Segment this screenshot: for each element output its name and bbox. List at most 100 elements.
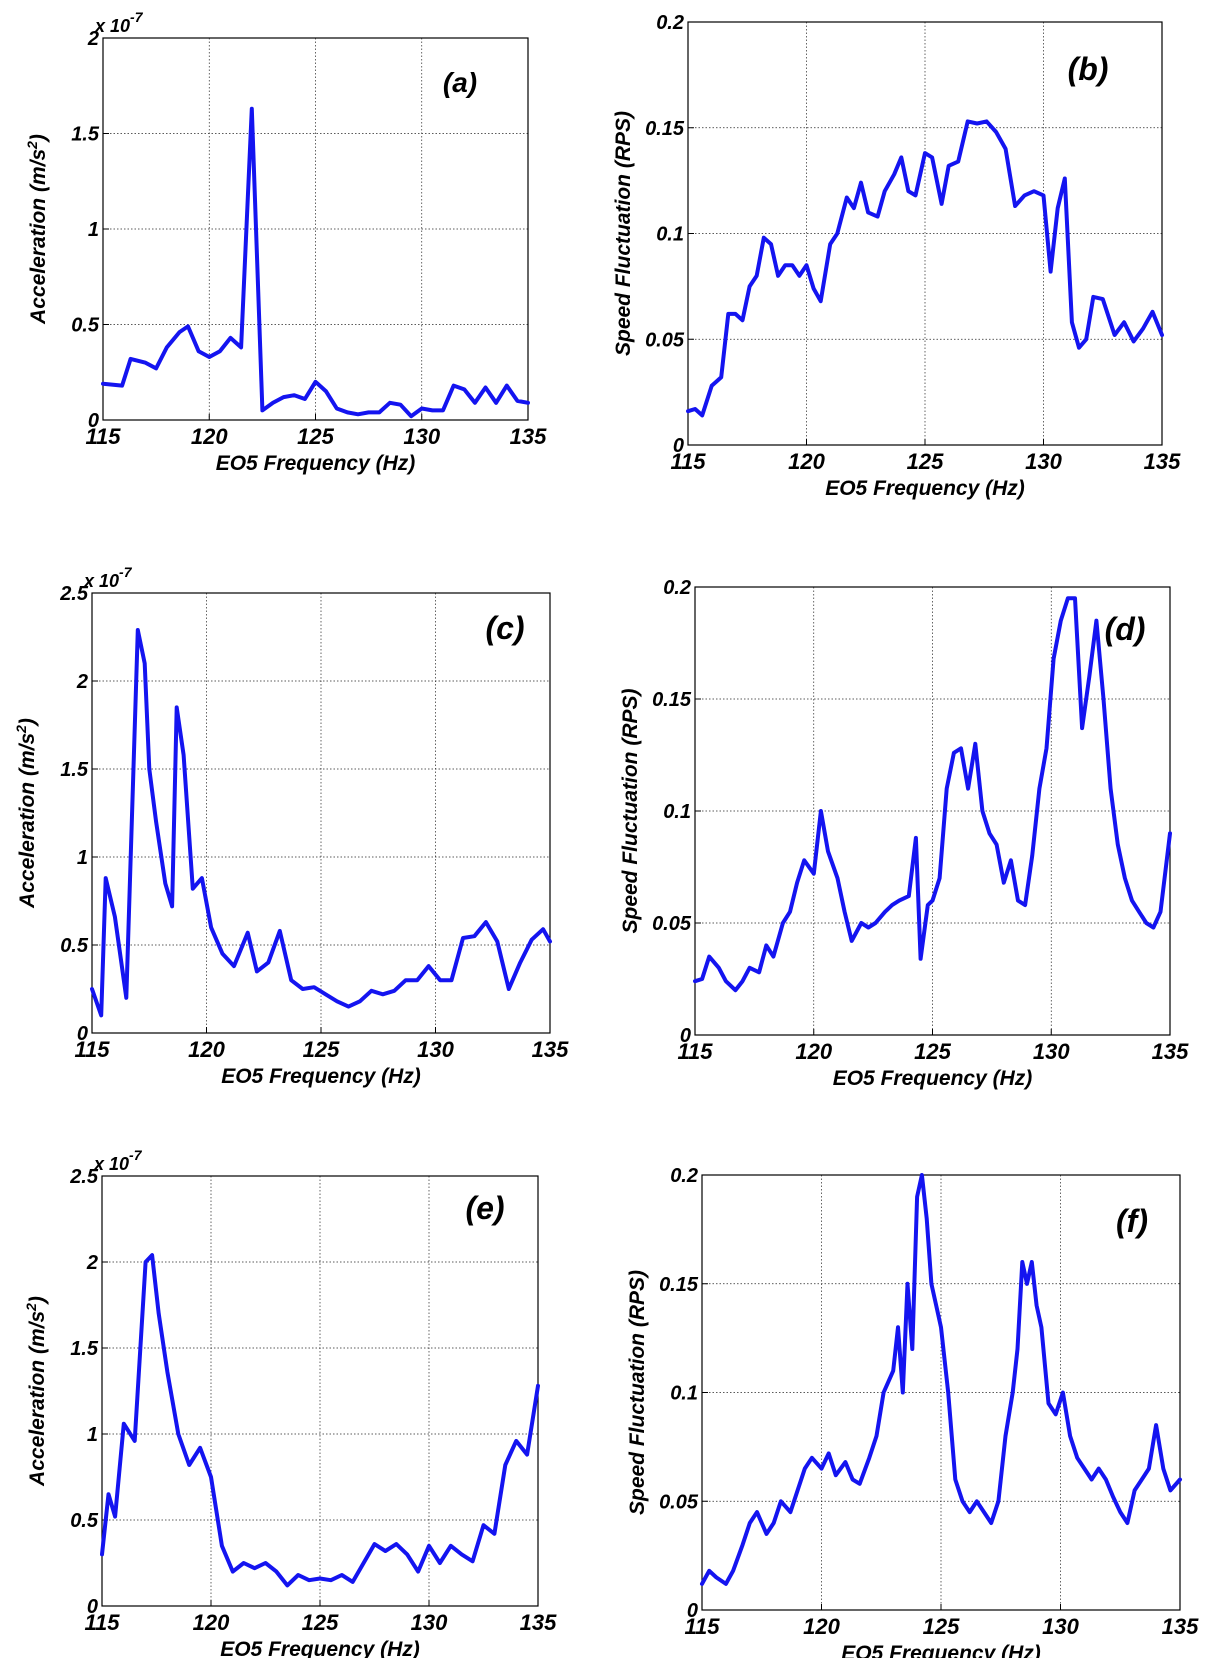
y-axis-title: Speed Fluctuation (RPS) [612,111,635,356]
y-tick-label: 2 [76,671,88,693]
x-tick-label: 115 [670,449,706,474]
plot-frame [701,1174,1181,1611]
x-tick-label: 125 [923,1614,960,1639]
y-tick-label: 0.5 [70,1510,99,1532]
y-tick-label: 0 [77,1023,88,1045]
y-axis-title: Acceleration (m/s2) [24,134,50,325]
panel-label: (f) [1116,1203,1148,1239]
y-tick-label: 0.2 [656,12,684,34]
panel-label: (e) [465,1190,504,1226]
axis-multiplier: x 10-7 [83,564,133,591]
x-axis-title: EO5 Frequency (Hz) [833,1067,1033,1090]
x-tick-label: 135 [532,1037,569,1062]
series-line-a [101,106,530,419]
x-tick-label: 135 [520,1610,557,1635]
x-tick-label: 135 [510,424,547,449]
y-tick-label: 0.2 [663,577,691,599]
y-tick-label: 1.5 [71,124,100,146]
x-axis-title: EO5 Frequency (Hz) [216,452,416,475]
x-tick-label: 120 [788,449,825,474]
x-tick-label: 115 [84,1610,120,1635]
x-tick-label: 135 [1144,449,1181,474]
y-tick-label: 0 [88,410,99,432]
chart-panel-c: 115 120 125 130 135 0 0.5 1 1.5 2 2.5 (c) EO5 Freque… [13,564,569,1088]
x-tick-label: 120 [191,424,228,449]
y-tick-label: 0.05 [652,913,692,935]
y-tick-label: 1 [77,847,88,869]
y-tick-label: 0.1 [663,801,691,823]
plot-frame [91,592,551,1034]
y-axis-title: Speed Fluctuation (RPS) [619,688,642,933]
y-tick-label: 0 [680,1025,691,1047]
y-tick-label: 2.5 [59,583,89,605]
x-tick-label: 130 [1042,1614,1079,1639]
x-axis-title: EO5 Frequency (Hz) [825,477,1025,500]
y-axis-title: Acceleration (m/s2) [23,1296,49,1487]
axis-multiplier: x 10-7 [93,1147,143,1174]
x-tick-label: 130 [411,1610,448,1635]
y-tick-label: 0.05 [645,329,685,351]
x-tick-label: 120 [188,1037,225,1062]
y-axis-title: Speed Fluctuation (RPS) [626,1270,649,1515]
y-tick-label: 2 [86,1252,98,1274]
x-tick-label: 130 [417,1037,454,1062]
series-line-e [100,1253,540,1588]
y-tick-label: 2.5 [69,1166,99,1188]
y-tick-label: 0.5 [71,315,100,337]
x-tick-label: 120 [795,1039,832,1064]
x-axis-title: EO5 Frequency (Hz) [221,1065,421,1088]
plot-frame [694,586,1171,1036]
y-tick-label: 0.15 [659,1274,699,1296]
plot-frame [687,21,1163,446]
chart-panel-b: 115 120 125 130 135 0 0.05 0.1 0.15 0.2 (b) EO5 Fre… [612,12,1181,500]
chart-panel-d: 115 120 125 130 135 0 0.05 0.1 0.15 0.2 (d) EO5 Fre… [619,577,1189,1090]
y-tick-label: 1 [88,219,99,241]
plot-frame [102,37,529,421]
y-axis-title: Acceleration (m/s2) [13,718,39,909]
y-tick-label: 0.05 [659,1491,699,1513]
y-tick-label: 0 [673,435,684,457]
x-tick-label: 115 [677,1039,713,1064]
series-line-b [686,119,1164,418]
x-tick-label: 125 [297,424,334,449]
series-line-d [693,596,1172,993]
y-tick-label: 0.2 [670,1165,698,1187]
y-tick-label: 1 [87,1424,98,1446]
y-tick-label: 0.5 [60,935,89,957]
x-axis-title: EO5 Frequency (Hz) [841,1642,1041,1658]
y-tick-label: 0.1 [656,224,684,246]
x-tick-label: 135 [1152,1039,1189,1064]
x-tick-label: 125 [302,1610,339,1635]
x-tick-label: 125 [907,449,944,474]
y-tick-label: 1.5 [70,1338,99,1360]
chart-panel-f: 115 120 125 130 135 0 0.05 0.1 0.15 0.2 (f) EO5 Fre… [626,1165,1199,1658]
x-tick-label: 125 [303,1037,340,1062]
x-tick-label: 130 [1033,1039,1070,1064]
chart-panel-e: 115 120 125 130 135 0 0.5 1 1.5 2 2.5 (e) EO5 Freque… [23,1147,557,1658]
axis-multiplier: x 10-7 [94,9,144,36]
series-line-c [90,628,552,1018]
x-tick-label: 130 [1025,449,1062,474]
x-axis-title: EO5 Frequency (Hz) [220,1638,420,1658]
y-tick-label: 0.15 [652,689,692,711]
y-tick-label: 0.15 [645,118,685,140]
chart-panel-a: 115 120 125 130 135 0 0.5 1 1.5 2 (a) EO5 Frequency… [24,9,547,475]
x-tick-label: 120 [803,1614,840,1639]
y-tick-label: 2 [87,28,99,50]
panel-label: (a) [443,67,477,98]
x-tick-label: 115 [684,1614,720,1639]
panel-label: (d) [1105,611,1146,647]
y-tick-label: 0 [87,1596,98,1618]
x-tick-label: 125 [914,1039,951,1064]
y-tick-label: 0 [687,1600,698,1622]
series-line-f [700,1173,1182,1586]
panel-label: (c) [485,610,524,646]
x-tick-label: 115 [74,1037,110,1062]
x-tick-label: 120 [193,1610,230,1635]
y-tick-label: 1.5 [60,759,89,781]
panel-label: (b) [1068,51,1109,87]
x-tick-label: 115 [85,424,121,449]
x-tick-label: 130 [403,424,440,449]
y-tick-label: 0.1 [670,1383,698,1405]
